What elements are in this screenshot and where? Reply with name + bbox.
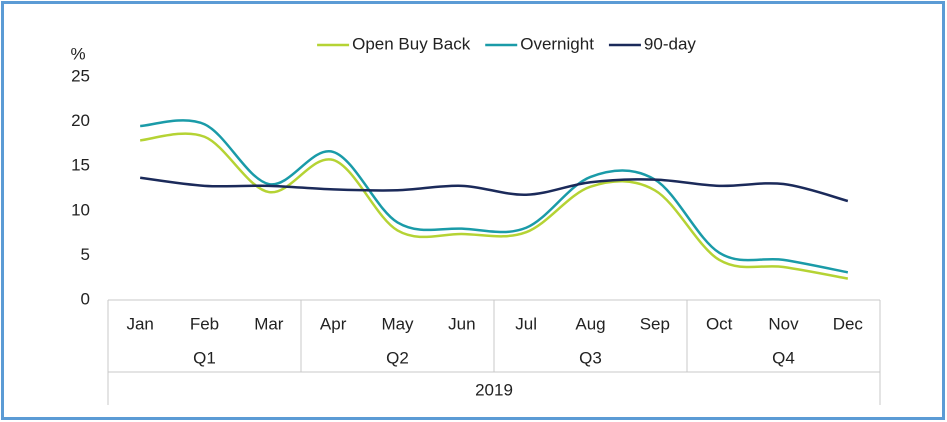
quarter-label: Q4 [772, 348, 795, 367]
quarter-label: Q2 [386, 348, 409, 367]
legend-label: Open Buy Back [352, 34, 471, 53]
quarter-label: Q1 [193, 348, 216, 367]
series-line [140, 176, 849, 203]
y-axis-label: % [70, 44, 85, 63]
x-tick-label: Nov [768, 314, 799, 333]
series-line [140, 119, 849, 274]
x-tick-label: Jan [126, 314, 153, 333]
x-tick-label: Jun [448, 314, 475, 333]
y-tick-label: 5 [81, 245, 90, 264]
x-tick-label: May [381, 314, 414, 333]
x-tick-label: Dec [833, 314, 864, 333]
x-tick-label: Mar [254, 314, 284, 333]
series-line [140, 132, 849, 280]
y-tick-label: 10 [71, 200, 90, 219]
x-tick-label: Sep [640, 314, 670, 333]
x-tick-label: Feb [190, 314, 219, 333]
x-tick-label: Oct [706, 314, 733, 333]
legend-label: Overnight [520, 34, 594, 53]
x-tick-label: Aug [575, 314, 605, 333]
x-tick-label: Jul [515, 314, 537, 333]
y-tick-label: 20 [71, 111, 90, 130]
y-tick-label: 15 [71, 156, 90, 175]
x-tick-label: Apr [320, 314, 347, 333]
year-label: 2019 [475, 380, 513, 399]
y-tick-label: 25 [71, 66, 90, 85]
y-tick-label: 0 [81, 289, 90, 308]
legend-label: 90-day [644, 34, 696, 53]
quarter-label: Q3 [579, 348, 602, 367]
